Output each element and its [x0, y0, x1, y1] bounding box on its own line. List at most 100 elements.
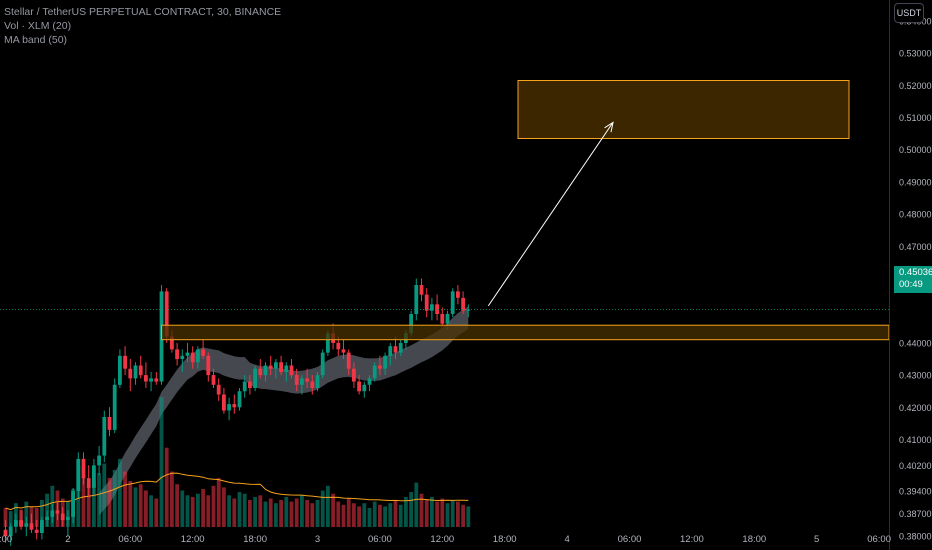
candle-body: [450, 291, 455, 314]
volume-bar: [175, 484, 179, 527]
last-price-badge: 0.45036 00:49: [894, 266, 932, 293]
volume-bar: [237, 492, 242, 527]
volume-bar: [86, 485, 91, 527]
volume-bar: [445, 503, 450, 527]
volume-bar: [211, 485, 216, 527]
candle-body: [258, 368, 263, 376]
time-tick-label: 18:00: [0, 534, 12, 545]
candle-body: [222, 394, 226, 411]
candle-body: [445, 314, 450, 324]
volume-bar: [352, 503, 356, 527]
time-tick-label: 5: [814, 534, 819, 545]
candle-body: [346, 352, 351, 369]
projection-arrow-head: [604, 121, 614, 133]
candle-body: [86, 478, 91, 488]
candle-body: [144, 375, 148, 382]
candle-body: [3, 529, 8, 537]
volume-bar: [180, 490, 185, 527]
candle-body: [424, 294, 429, 311]
volume-bar: [466, 506, 471, 527]
projection-arrow: [487, 122, 614, 307]
volume-bar: [128, 481, 133, 527]
volume-bar: [326, 485, 330, 527]
volume-bar: [414, 482, 419, 527]
volume-bar: [34, 508, 39, 527]
volume-bar: [341, 504, 346, 527]
price-tick-label: 0.39400: [899, 487, 932, 497]
volume-bar: [196, 493, 200, 527]
volume-bar: [185, 495, 190, 527]
price-tick-label: 0.47000: [899, 242, 932, 252]
volume-bar: [294, 498, 299, 527]
volume-bar: [206, 495, 211, 527]
price-tick-label: 0.49000: [899, 177, 932, 187]
candle-body: [81, 458, 86, 479]
time-tick-label: 18:00: [742, 534, 766, 545]
candle-body: [66, 516, 70, 520]
currency-button[interactable]: USDT: [894, 3, 924, 23]
volume-bar: [227, 495, 231, 527]
price-tick-label: 0.48000: [899, 210, 932, 220]
candle-body: [76, 458, 81, 492]
candle-body: [378, 365, 382, 369]
volume-bar: [388, 503, 393, 527]
candle-body: [8, 526, 13, 537]
volume-bar: [456, 501, 460, 527]
volume-indicator-label[interactable]: Vol · XLM (20): [4, 20, 72, 32]
candle-body: [180, 355, 185, 359]
annotations-layer[interactable]: [0, 80, 890, 341]
volume-bar: [258, 495, 263, 527]
time-tick-label: 12:00: [430, 534, 454, 545]
candle-body: [133, 365, 138, 379]
ma-band-indicator-label[interactable]: MA band (50): [4, 34, 68, 46]
volume-bar: [253, 496, 257, 527]
volume-bar: [8, 511, 13, 527]
volume-bar: [357, 506, 361, 527]
volume-bar: [346, 498, 351, 527]
candle-body: [326, 333, 330, 353]
candle-body: [435, 304, 439, 314]
chart-legend: Stellar / TetherUS PERPETUAL CONTRACT, 3…: [4, 5, 281, 47]
volume-bar: [300, 495, 304, 527]
price-tick-label: 0.44000: [899, 338, 932, 348]
volume-bar: [310, 503, 315, 527]
volume-bar: [201, 489, 205, 527]
candle-body: [456, 291, 460, 298]
time-tick-label: 18:00: [243, 534, 267, 545]
candle-body: [414, 285, 419, 314]
volume-bar: [362, 503, 367, 527]
candle-body: [206, 355, 211, 376]
candle-body: [268, 365, 273, 369]
candle-body: [315, 375, 320, 388]
last-price-value: 0.45036: [899, 267, 932, 278]
candle-body: [154, 378, 159, 382]
candle-body: [97, 455, 101, 466]
volume-bar: [102, 463, 107, 527]
volume-bar: [263, 501, 268, 527]
volume-bar: [170, 471, 174, 527]
candle-body: [248, 381, 252, 388]
volume-bar: [331, 493, 335, 527]
candle-body: [372, 365, 377, 379]
candle-body: [237, 391, 242, 408]
candle-body: [388, 346, 393, 356]
volume-bar: [404, 496, 408, 527]
volume-bar: [112, 469, 117, 527]
volume-bar: [242, 493, 247, 527]
candle-body: [60, 513, 65, 520]
symbol-title[interactable]: Stellar / TetherUS PERPETUAL CONTRACT, 3…: [4, 6, 282, 18]
time-tick-label: 06:00: [867, 534, 891, 545]
candle-body: [279, 362, 283, 372]
volume-bar: [232, 498, 237, 527]
volume-bar: [159, 397, 164, 527]
candle-body: [149, 378, 153, 382]
price-tick-label: 0.50000: [899, 145, 932, 155]
volume-bar: [149, 495, 153, 527]
volume-bar: [372, 501, 377, 527]
volume-bar: [320, 490, 325, 527]
volume-bar: [367, 508, 372, 527]
candle-body: [393, 346, 398, 353]
candle-body: [430, 304, 434, 311]
